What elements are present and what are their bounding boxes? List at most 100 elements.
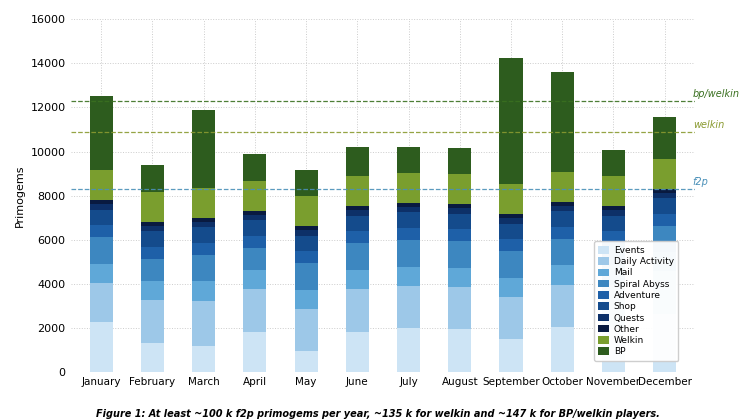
Bar: [346, 176, 369, 206]
Bar: [397, 266, 420, 286]
Bar: [448, 329, 471, 372]
Bar: [90, 96, 112, 170]
Bar: [193, 222, 215, 227]
Bar: [243, 235, 267, 248]
Bar: [346, 270, 369, 289]
Bar: [550, 206, 574, 211]
Bar: [294, 226, 318, 230]
Bar: [243, 331, 267, 372]
Bar: [653, 193, 676, 198]
Text: f2p: f2p: [693, 177, 709, 187]
Bar: [193, 243, 215, 255]
Bar: [550, 266, 574, 285]
Bar: [243, 270, 267, 289]
Bar: [141, 166, 164, 192]
Bar: [602, 243, 625, 266]
Bar: [500, 223, 522, 239]
Bar: [500, 278, 522, 297]
Bar: [448, 268, 471, 287]
Bar: [397, 147, 420, 173]
Bar: [550, 285, 574, 327]
Bar: [294, 309, 318, 352]
Bar: [346, 206, 369, 210]
Bar: [90, 237, 112, 264]
Bar: [653, 252, 676, 272]
Bar: [243, 289, 267, 331]
Bar: [500, 184, 522, 214]
Bar: [448, 204, 471, 208]
Bar: [653, 214, 676, 226]
Bar: [141, 226, 164, 231]
Bar: [602, 210, 625, 216]
Bar: [193, 300, 215, 346]
Bar: [346, 147, 369, 176]
Text: welkin: welkin: [693, 120, 724, 130]
Bar: [397, 173, 420, 203]
Bar: [602, 285, 625, 327]
Bar: [602, 176, 625, 206]
Bar: [193, 282, 215, 300]
Bar: [550, 327, 574, 372]
Bar: [397, 212, 420, 228]
Bar: [500, 297, 522, 339]
Text: Figure 1: At least ~100 k f2p primogems per year, ~135 k for welkin and ~147 k f: Figure 1: At least ~100 k f2p primogems …: [96, 409, 659, 419]
Bar: [346, 243, 369, 270]
Bar: [294, 197, 318, 226]
Bar: [653, 198, 676, 214]
Bar: [346, 289, 369, 331]
Bar: [550, 211, 574, 227]
Bar: [397, 328, 420, 372]
Bar: [90, 200, 112, 204]
Bar: [448, 148, 471, 174]
Bar: [90, 204, 112, 210]
Bar: [90, 225, 112, 237]
Bar: [397, 228, 420, 240]
Y-axis label: Primogems: Primogems: [15, 164, 25, 227]
Bar: [294, 352, 318, 372]
Bar: [193, 346, 215, 372]
Bar: [294, 263, 318, 290]
Bar: [90, 283, 112, 321]
Bar: [653, 272, 676, 314]
Bar: [90, 170, 112, 200]
Bar: [550, 239, 574, 266]
Bar: [448, 287, 471, 329]
Bar: [653, 159, 676, 189]
Bar: [141, 192, 164, 222]
Bar: [141, 300, 164, 343]
Bar: [500, 58, 522, 184]
Bar: [448, 208, 471, 214]
Bar: [346, 216, 369, 231]
Bar: [193, 218, 215, 222]
Bar: [243, 220, 267, 235]
Bar: [90, 264, 112, 283]
Bar: [141, 247, 164, 259]
Bar: [294, 230, 318, 235]
Bar: [141, 343, 164, 372]
Bar: [653, 226, 676, 252]
Bar: [500, 218, 522, 223]
Bar: [602, 216, 625, 231]
Bar: [397, 240, 420, 266]
Bar: [602, 327, 625, 372]
Bar: [294, 235, 318, 251]
Bar: [294, 290, 318, 309]
Bar: [346, 231, 369, 243]
Bar: [294, 251, 318, 263]
Bar: [141, 222, 164, 226]
Legend: Events, Daily Activity, Mail, Spiral Abyss, Adventure, Shop, Quests, Other, Welk: Events, Daily Activity, Mail, Spiral Aby…: [594, 241, 679, 361]
Bar: [550, 72, 574, 172]
Bar: [90, 210, 112, 225]
Bar: [193, 255, 215, 282]
Bar: [397, 286, 420, 328]
Bar: [550, 227, 574, 239]
Bar: [141, 259, 164, 281]
Bar: [397, 207, 420, 212]
Bar: [294, 170, 318, 197]
Bar: [193, 227, 215, 243]
Bar: [500, 251, 522, 278]
Bar: [500, 339, 522, 372]
Bar: [602, 231, 625, 243]
Bar: [602, 266, 625, 285]
Bar: [448, 229, 471, 241]
